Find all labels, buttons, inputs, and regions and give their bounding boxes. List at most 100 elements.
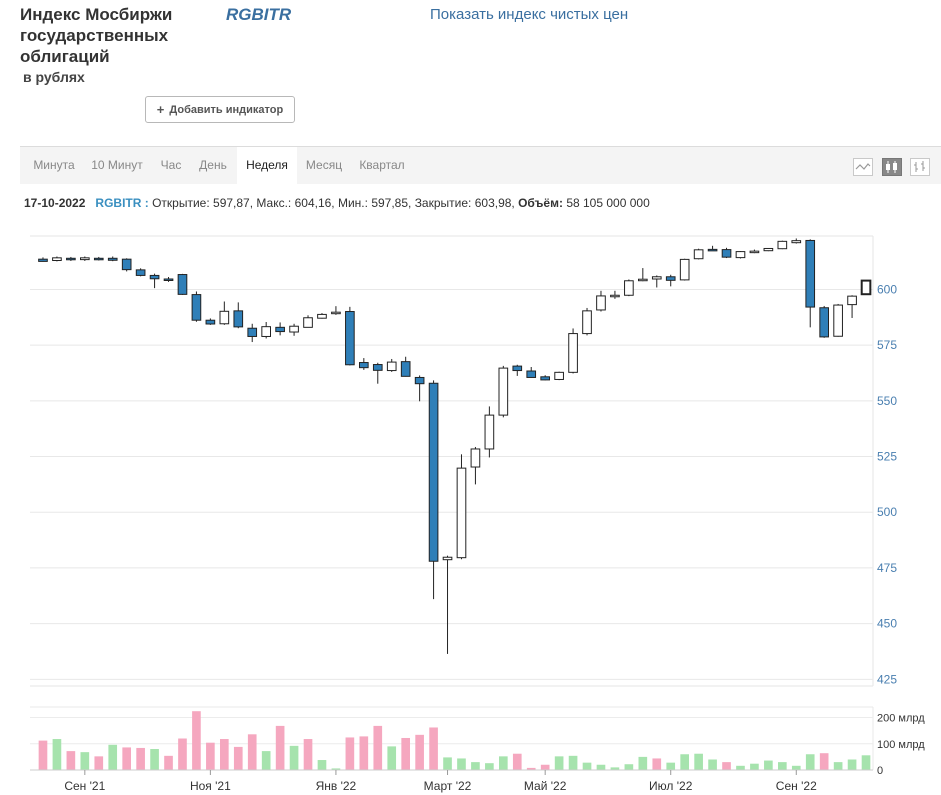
candle — [777, 240, 788, 250]
candle-body — [624, 280, 634, 296]
tab-hour[interactable]: Час — [160, 158, 182, 172]
volume-bar — [540, 764, 550, 770]
volume-bar — [108, 744, 118, 770]
candle-body — [582, 310, 592, 335]
volume-bar — [624, 764, 634, 770]
candle-body — [177, 274, 188, 295]
volume-bar — [652, 758, 662, 770]
candle-body — [317, 313, 327, 319]
candle-body — [303, 317, 313, 328]
volume-bar — [526, 767, 536, 770]
volume-bar — [429, 727, 438, 770]
line-chart-icon — [855, 163, 871, 170]
candle — [568, 328, 578, 374]
tab-day[interactable]: День — [199, 158, 227, 172]
volume-bar — [164, 755, 173, 770]
volume-bar — [415, 734, 424, 770]
candle — [833, 303, 843, 337]
volume-bar — [289, 745, 299, 770]
time-tick-label: Янв '22 — [316, 779, 357, 793]
candlestick-button[interactable] — [882, 158, 902, 176]
volume-bar — [373, 725, 383, 770]
candle-body — [121, 258, 132, 271]
ohlc-bars-button[interactable] — [910, 158, 930, 176]
volume-bar — [247, 734, 257, 770]
candle-body — [735, 251, 746, 259]
volume-bar — [847, 759, 857, 770]
time-tick-label: Июл '22 — [649, 779, 693, 793]
candle — [303, 315, 313, 328]
candle — [763, 247, 774, 252]
price-tick-label: 500 — [877, 505, 897, 519]
volume-bar — [791, 765, 801, 770]
price-tick-label: 575 — [877, 338, 897, 352]
tab-week[interactable]: Неделя — [237, 147, 297, 184]
volume-bar — [52, 739, 62, 770]
volume-bar — [596, 764, 606, 770]
candle — [247, 323, 258, 343]
candle — [721, 247, 732, 259]
volume-bar — [638, 756, 648, 770]
volume-bar — [150, 749, 159, 770]
ohlc-bars-icon — [914, 161, 925, 172]
candle — [749, 249, 760, 254]
info-volume-label: Объём: — [518, 196, 563, 210]
candle-body — [763, 247, 774, 252]
volume-bar — [722, 762, 731, 770]
candle-body — [66, 257, 76, 261]
price-tick-label: 600 — [877, 282, 897, 296]
candle — [791, 238, 802, 244]
candle — [693, 248, 704, 260]
line-chart-button[interactable] — [853, 158, 873, 176]
candle-body — [554, 371, 564, 380]
candle-body — [38, 258, 48, 262]
plus-icon: + — [156, 102, 165, 117]
tab-month[interactable]: Месяц — [305, 158, 343, 172]
time-tick-label: Сен '21 — [64, 779, 105, 793]
candle — [135, 268, 146, 277]
volume-bar — [136, 747, 145, 770]
tab-quarter[interactable]: Квартал — [359, 158, 405, 172]
candle — [261, 321, 271, 339]
candle — [498, 365, 509, 418]
candle-body — [219, 310, 230, 325]
info-open: 597,87 — [213, 196, 250, 210]
volume-bar — [499, 756, 508, 770]
tab-minute[interactable]: Минута — [33, 158, 75, 172]
candle — [149, 273, 160, 289]
volume-bar — [94, 756, 104, 770]
info-high-label: Макс.: — [256, 196, 292, 210]
candle-body — [93, 257, 104, 261]
candle-body — [596, 295, 606, 311]
tab-10-minutes[interactable]: 10 Минут — [91, 158, 143, 172]
candle — [289, 323, 299, 336]
candle-body — [693, 249, 704, 260]
candle-body — [149, 274, 160, 280]
add-indicator-button[interactable]: + Добавить индикатор — [145, 96, 295, 123]
candle — [80, 256, 90, 261]
candle — [847, 295, 857, 318]
ohlc-info-line: 17-10-2022 RGBITR : Открытие: 597,87, Ма… — [24, 196, 650, 210]
candle-body — [610, 294, 620, 298]
volume-bar — [554, 756, 564, 770]
volume-bar — [457, 758, 466, 770]
show-clean-price-link[interactable]: Показать индекс чистых цен — [430, 6, 629, 23]
candle-body — [819, 307, 829, 338]
page-title: Индекс Мосбиржи государственных облигаци… — [20, 5, 173, 66]
candle-body — [512, 365, 523, 372]
info-open-label: Открытие: — [152, 196, 210, 210]
candle-body — [52, 257, 62, 262]
candle — [442, 555, 453, 654]
volume-bar — [805, 754, 815, 770]
candle-body — [568, 333, 578, 373]
price-axis: 425 450 475 500 525 550 575 600 — [877, 282, 897, 686]
info-ticker: RGBITR : — [95, 196, 149, 210]
candle — [66, 256, 76, 261]
candle-body — [163, 278, 174, 281]
candle-body — [540, 376, 550, 381]
candle-body — [484, 414, 495, 450]
currency-subtitle: в рублях — [23, 69, 85, 85]
price-tick-label: 450 — [877, 617, 897, 631]
volume-bar — [750, 763, 759, 770]
